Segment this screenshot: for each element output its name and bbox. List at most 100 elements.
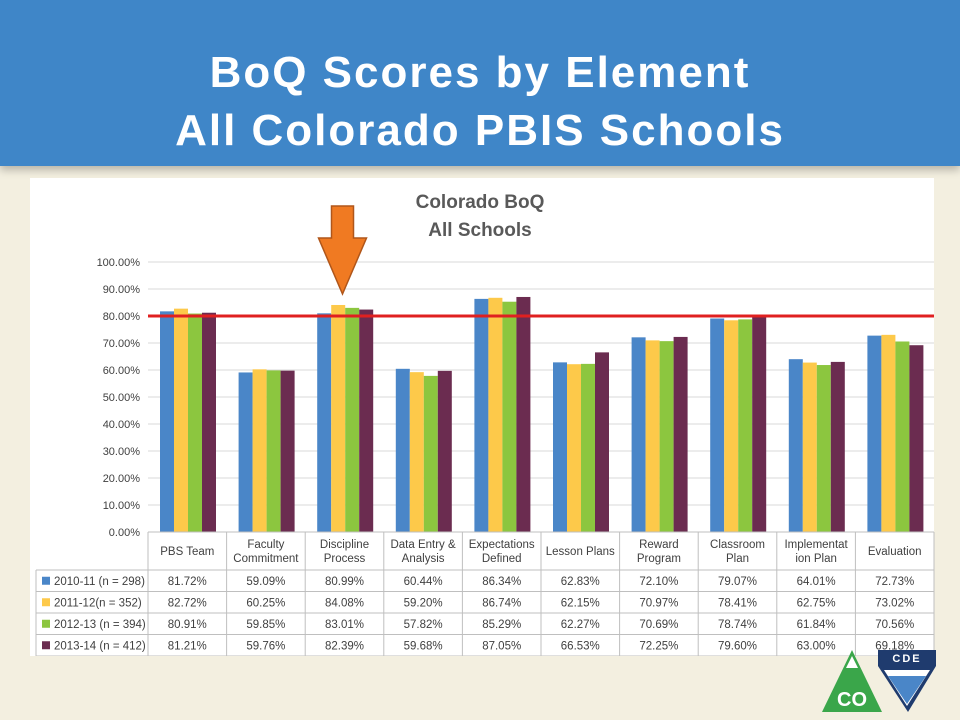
bar xyxy=(437,370,452,532)
bar xyxy=(830,361,845,532)
category-label: Evaluation xyxy=(868,546,922,558)
bar xyxy=(516,296,531,532)
y-tick-label: 40.00% xyxy=(103,419,141,431)
table-value: 59.76% xyxy=(246,640,285,652)
bar xyxy=(317,313,332,532)
y-tick-label: 100.00% xyxy=(97,257,141,269)
bar xyxy=(474,298,489,532)
table-value: 64.01% xyxy=(797,576,836,588)
legend-swatch xyxy=(42,598,50,607)
legend-swatch xyxy=(42,576,50,585)
co-triangle-icon xyxy=(822,650,882,712)
bar xyxy=(567,364,581,532)
chart-title-line-2: All Schools xyxy=(428,220,531,241)
bar xyxy=(160,311,174,532)
category-label: Expectations xyxy=(469,539,535,551)
table-value: 78.74% xyxy=(718,619,757,631)
category-label: Implementat xyxy=(784,539,848,551)
bar xyxy=(280,370,295,532)
data-table: PBS Team Faculty Commitment Discipline Proce… xyxy=(35,531,935,656)
table-value: 62.83% xyxy=(561,576,600,588)
bar xyxy=(595,352,609,532)
co-logo-text: CO xyxy=(837,689,867,711)
table-value: 87.05% xyxy=(482,640,521,652)
table-value: 83.01% xyxy=(325,619,364,631)
category-label: Process xyxy=(324,553,366,565)
legend-series-name: 2013-14 (n = 412) xyxy=(54,640,146,652)
category-label: Faculty xyxy=(247,539,284,551)
bar xyxy=(238,372,253,532)
bar xyxy=(359,309,374,532)
table-value: 57.82% xyxy=(404,619,443,631)
bar xyxy=(188,313,202,532)
bar xyxy=(867,335,882,532)
legend-series-name: 2012-13 (n = 394) xyxy=(54,619,146,631)
category-label: Lesson Plans xyxy=(546,546,615,558)
bar xyxy=(174,308,188,532)
bar xyxy=(752,317,767,532)
category-label: Analysis xyxy=(402,553,445,565)
y-axis-ticks: 0.00% 10.00% 20.00% 30.00% 40.00% 50.00% 60.00… xyxy=(97,257,141,539)
category-label: PBS Team xyxy=(160,546,214,558)
y-tick-label: 50.00% xyxy=(103,392,141,404)
table-value: 72.25% xyxy=(639,640,678,652)
legend-swatch xyxy=(42,641,50,650)
bar xyxy=(895,341,910,532)
table-value: 80.91% xyxy=(168,619,207,631)
highlight-arrow-group xyxy=(317,205,368,296)
y-tick-label: 70.00% xyxy=(103,338,141,350)
table-value: 60.44% xyxy=(404,576,443,588)
y-tick-label: 0.00% xyxy=(109,527,140,539)
y-tick-label: 60.00% xyxy=(103,365,141,377)
bar xyxy=(802,362,817,532)
table-value: 86.74% xyxy=(482,597,521,609)
cde-logo-text: CDE xyxy=(892,653,921,665)
legend-series-name: 2011-12(n = 352) xyxy=(54,597,142,609)
category-label: Discipline xyxy=(320,539,369,551)
table-value: 85.29% xyxy=(482,619,521,631)
bar xyxy=(345,307,360,532)
bar xyxy=(710,318,725,532)
chart-title-line-1: Colorado BoQ xyxy=(416,192,545,213)
mountain-peak-icon xyxy=(846,656,858,668)
cde-logo: CO CDE xyxy=(822,650,936,712)
y-tick-label: 20.00% xyxy=(103,473,141,485)
table-value: 73.02% xyxy=(875,597,914,609)
bars xyxy=(160,296,924,532)
table-value: 72.73% xyxy=(875,576,914,588)
table-value: 62.15% xyxy=(561,597,600,609)
table-value: 82.72% xyxy=(168,597,207,609)
table-value: 63.00% xyxy=(797,640,836,652)
slide-title-line-2: All Colorado PBIS Schools xyxy=(175,106,785,155)
bar xyxy=(252,369,267,532)
table-value: 70.69% xyxy=(639,619,678,631)
table-value: 62.27% xyxy=(561,619,600,631)
category-label: ion Plan xyxy=(795,553,837,565)
y-tick-label: 30.00% xyxy=(103,446,141,458)
bar xyxy=(816,365,831,532)
title-banner: BoQ Scores by Element All Colorado PBIS … xyxy=(0,0,960,166)
table-value: 59.20% xyxy=(404,597,443,609)
table-value: 69.18% xyxy=(875,640,914,652)
bar xyxy=(645,340,660,532)
bar xyxy=(881,334,896,532)
category-label: Classroom xyxy=(710,539,765,551)
highlight-arrow-icon xyxy=(317,205,368,296)
bar xyxy=(673,336,688,532)
bar xyxy=(395,368,410,532)
bar xyxy=(488,297,503,532)
table-value: 80.99% xyxy=(325,576,364,588)
bar xyxy=(502,301,517,532)
category-label: Program xyxy=(637,553,681,565)
category-label: Commitment xyxy=(233,553,299,565)
table-value: 59.85% xyxy=(246,619,285,631)
bar xyxy=(631,337,646,532)
bar xyxy=(581,363,595,532)
bar xyxy=(788,359,803,532)
bar xyxy=(423,375,438,532)
table-value: 79.60% xyxy=(718,640,757,652)
table-value: 79.07% xyxy=(718,576,757,588)
bar xyxy=(909,345,924,532)
legend-swatch xyxy=(42,619,50,628)
table-value: 81.72% xyxy=(168,576,207,588)
